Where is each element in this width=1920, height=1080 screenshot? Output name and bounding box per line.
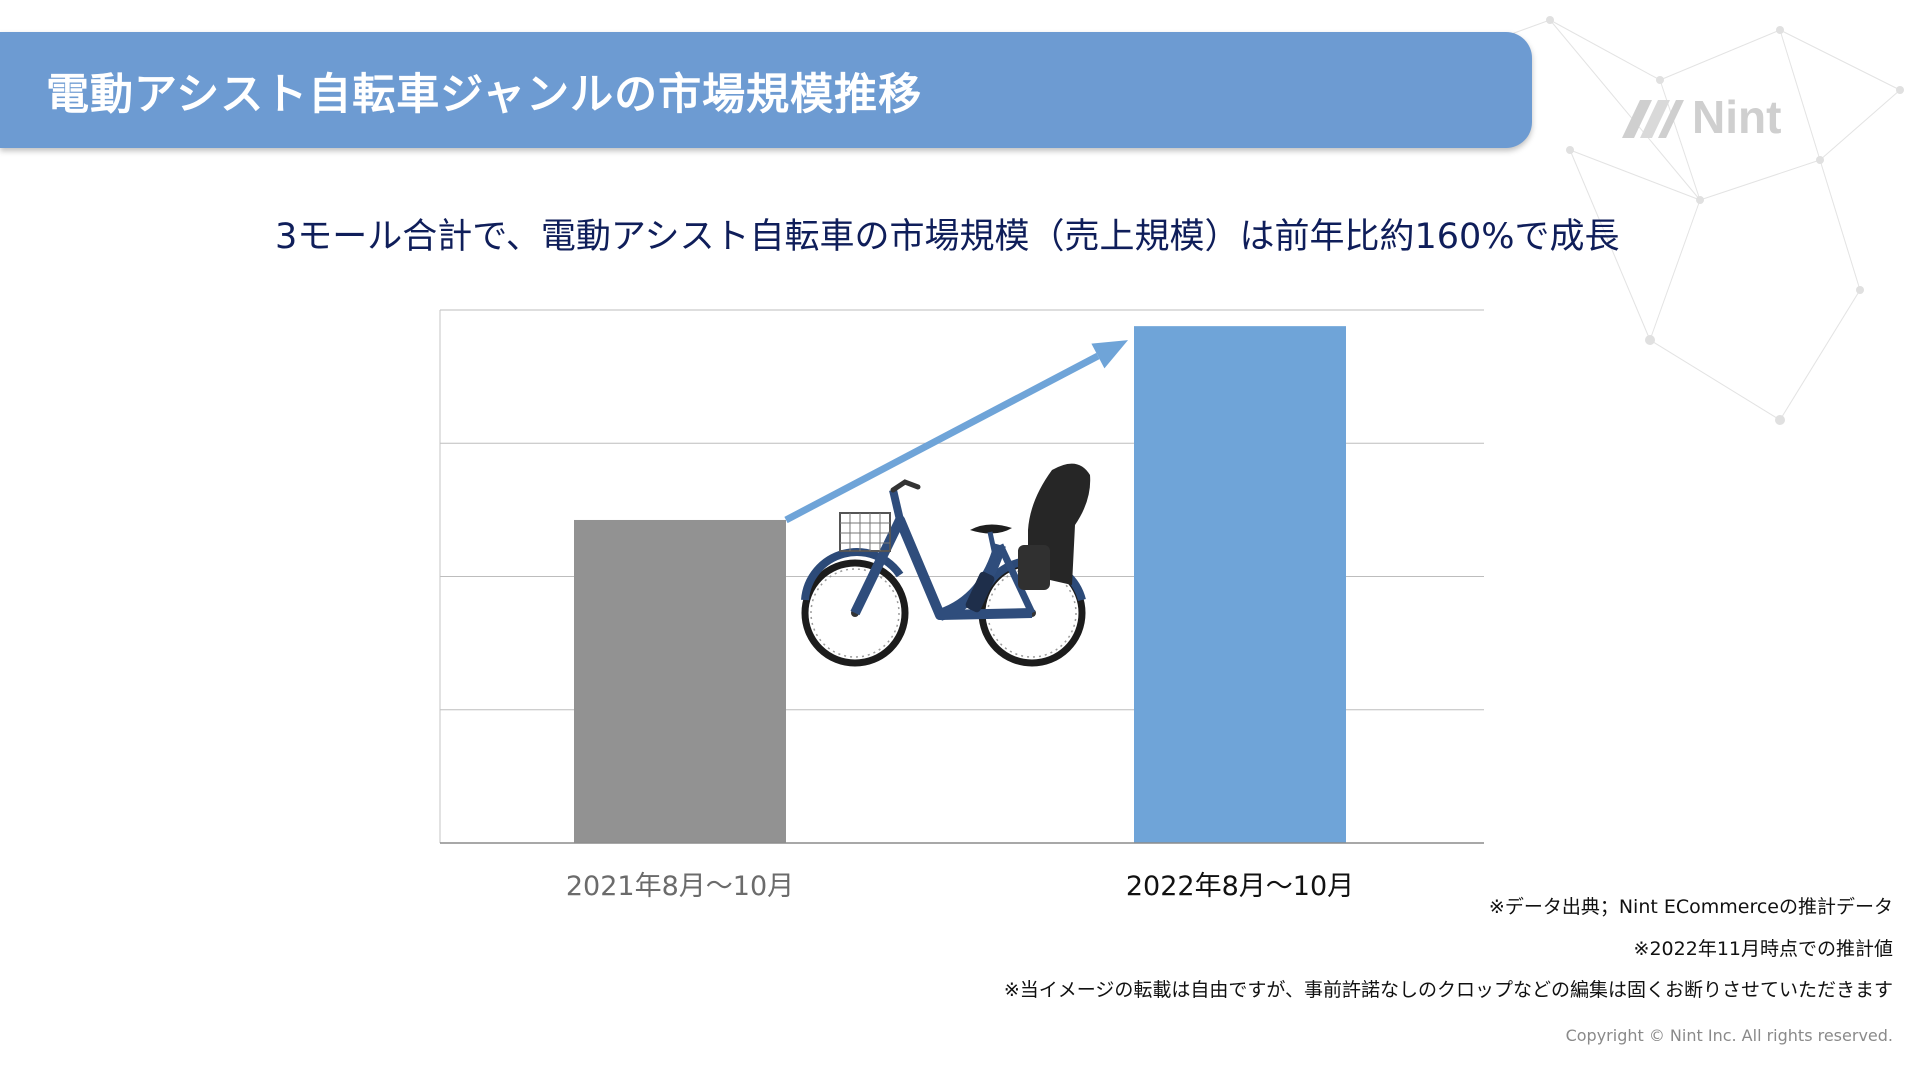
logo-text: Nint [1692,91,1782,143]
title-banner [0,32,1532,148]
note-reprint-policy: ※当イメージの転載は自由ですが、事前許諾なしのクロップなどの編集は固くお断りさせ… [1003,979,1893,1001]
bar-2 [1134,326,1346,844]
bar-1 [574,519,786,843]
category-label-2: 2022年8月〜10月 [1126,871,1354,902]
note-estimate-date: ※2022年11月時点での推計値 [1633,938,1893,960]
chart-subtitle: 3モール合計で、電動アシスト自転車の市場規模（売上規模）は前年比約160%で成長 [275,217,1620,257]
nint-logo-icon [1622,100,1684,138]
copyright: Copyright © Nint Inc. All rights reserve… [1565,1026,1893,1045]
category-label-1: 2021年8月〜10月 [566,871,794,902]
trend-arrow [784,340,1128,524]
chart-category-labels: 2021年8月〜10月 2022年8月〜10月 [566,871,1354,902]
network-background-decoration [1436,16,1904,425]
bicycle-icon [801,463,1091,667]
page-title: 電動アシスト自転車ジャンルの市場規模推移 [46,70,923,120]
note-data-source: ※データ出典；Nint ECommerceの推計データ [1488,896,1893,918]
chart-bars [574,326,1346,844]
chart-axes [439,310,1484,844]
